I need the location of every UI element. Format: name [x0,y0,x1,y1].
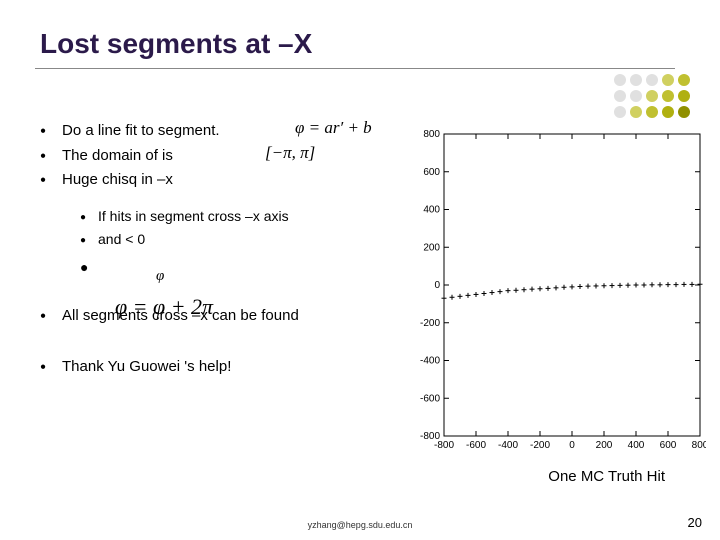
svg-text:800: 800 [692,440,706,451]
slide-title: Lost segments at –X [40,28,312,60]
formula-phi-line: φ = ar′ + b [295,118,372,138]
svg-text:-200: -200 [420,318,440,329]
dot-icon [662,74,674,86]
dot-icon [678,90,690,102]
bullet-5: ●Thank Yu Guowei 's help! [40,356,400,379]
dot-icon [630,106,642,118]
dot-icon [646,106,658,118]
svg-text:-600: -600 [466,440,486,451]
svg-text:400: 400 [423,205,440,216]
bullet-5-text: Thank Yu Guowei 's help! [62,358,231,375]
formula-domain: [−π, π] [265,143,315,163]
dot-icon [614,74,626,86]
page-number: 20 [688,515,702,530]
svg-text:-400: -400 [498,440,518,451]
footer-email: yzhang@hepg.sdu.edu.cn [308,520,413,530]
title-underline [35,68,675,69]
formula-phi-shift: φ = φ + 2π [115,294,213,320]
dot-icon [678,74,690,86]
svg-text:600: 600 [660,440,677,451]
dot-icon [630,74,642,86]
content-area: ● Do a line fit to segment. ●The domain o… [40,120,400,378]
dot-icon [630,90,642,102]
sub-bullet-1-text: If hits in segment cross –x axis [98,208,289,224]
svg-text:-800: -800 [420,431,440,442]
bullet-4: ●All segments cross –x can be found [40,305,400,328]
svg-text:0: 0 [569,440,575,451]
svg-text:-200: -200 [530,440,550,451]
bullet-2: ●The domain of is [40,145,400,168]
scatter-chart: -800-600-400-2000200400600800-800-600-40… [406,128,706,458]
dot-icon [662,90,674,102]
svg-text:600: 600 [423,167,440,178]
decorative-dots [614,74,690,118]
sub-bullet-2-text: and < 0 [98,231,145,247]
bullet-3: ●Huge chisq in –x [40,169,400,192]
svg-text:-400: -400 [420,356,440,367]
sub-bullet-2: ●and < 0 [80,229,400,250]
dot-icon [646,74,658,86]
dot-icon [646,90,658,102]
sub-bullet-1: ●If hits in segment cross –x axis [80,206,400,227]
dot-icon [678,106,690,118]
svg-text:-600: -600 [420,393,440,404]
bullet-2-text: The domain of is [62,147,173,164]
svg-text:200: 200 [423,242,440,253]
bullet-1-text: Do a line fit to segment. [62,122,220,139]
svg-text:800: 800 [423,129,440,140]
svg-text:200: 200 [596,440,613,451]
bullet-3-text: Huge chisq in –x [62,171,173,188]
formula-phi-symbol: φ [156,268,164,285]
dot-icon [662,106,674,118]
dot-icon [614,90,626,102]
dot-icon [614,106,626,118]
chart-caption: One MC Truth Hit [548,468,665,485]
svg-text:0: 0 [434,280,440,291]
sub-bullet-3: ● [80,256,400,278]
svg-text:400: 400 [628,440,645,451]
